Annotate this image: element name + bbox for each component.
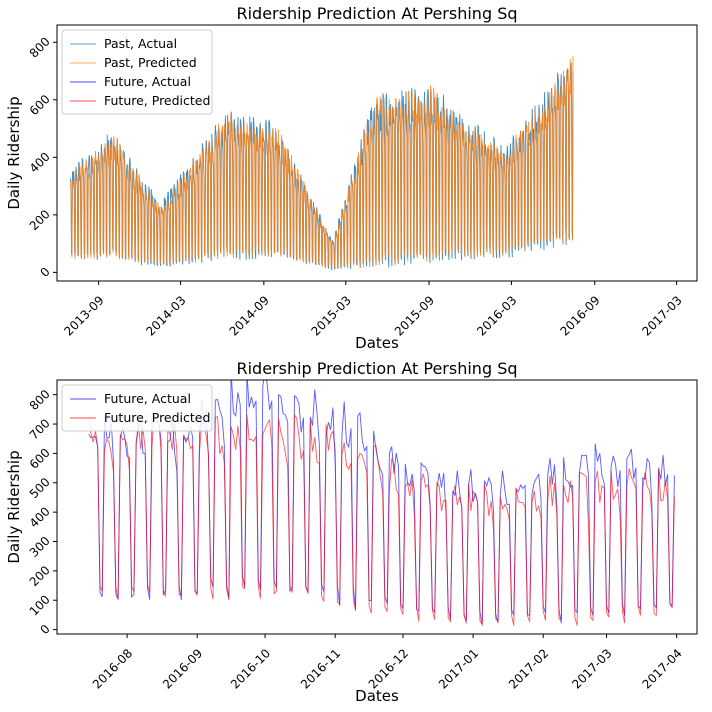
y-tick-label: 300 [27,534,53,560]
legend-entry: Past, Actual [104,36,177,51]
x-tick-label: 2017-03 [569,646,614,691]
x-tick-label: 2016-12 [366,646,411,691]
x-tick-label: 2013-09 [61,293,106,338]
y-tick-label: 100 [27,592,53,618]
plot-area [70,56,574,270]
x-axis-label: Dates [355,687,399,705]
y-tick-label: 700 [27,416,53,442]
chart-2: 0 100 200 300 400 500 600 700 800 2016-08 2016-09 2… [5,359,698,705]
legend-entry: Future, Actual [104,391,191,406]
y-tick-label: 800 [27,34,53,60]
x-tick-label: 2014-09 [227,293,272,338]
y-tick-label: 400 [27,150,53,176]
y-tick-label: 200 [27,207,53,233]
y-tick-label: 0 [37,265,52,280]
x-tick-label: 2017-04 [639,646,684,691]
x-tick-label: 2016-10 [228,646,273,691]
x-axis-label: Dates [355,334,399,352]
legend-box [61,384,213,432]
y-tick-label: 400 [27,504,53,530]
x-tick-label: 2016-08 [90,646,135,691]
x-tick-label: 2014-03 [143,293,188,338]
y-tick-label: 500 [27,475,53,501]
plot-area [88,380,675,627]
legend: Future, Actual Future, Predicted [61,384,213,432]
series-line-past-predicted [70,56,574,269]
x-tick-label: 2017-01 [436,646,481,691]
chart-1: 0 200 400 600 800 2013-09 2014-03 2014-09 2015-0… [5,4,698,352]
legend-entry: Future, Predicted [104,93,210,108]
y-axis-label: Daily Ridership [5,450,23,563]
legend: Past, Actual Past, Predicted Future, Actua… [61,29,213,115]
y-tick-label: 600 [27,446,53,472]
chart-title: Ridership Prediction At Pershing Sq [236,359,517,378]
x-tick-label: 2016-09 [557,293,602,338]
y-tick-label: 0 [37,622,52,637]
legend-entry: Past, Predicted [104,55,197,70]
x-tick-label: 2015-03 [309,293,354,338]
x-tick-label: 2016-11 [298,646,343,691]
x-tick-label: 2016-03 [474,293,519,338]
x-tick-label: 2016-09 [160,646,205,691]
x-tick-label: 2017-02 [506,646,551,691]
y-tick-label: 600 [27,92,53,118]
x-tick-label: 2015-09 [392,293,437,338]
x-tick-label: 2017-03 [639,293,684,338]
series-line-future-predicted [88,413,675,627]
legend-box [61,29,213,115]
axes-frame [56,379,698,635]
series-line-future-actual [88,380,675,625]
y-tick-label: 200 [27,563,53,589]
legend-entry: Future, Actual [104,74,191,89]
legend-entry: Future, Predicted [104,410,210,425]
y-axis-label: Daily Ridership [5,96,23,209]
y-tick-label: 800 [27,387,53,413]
chart-title: Ridership Prediction At Pershing Sq [236,4,517,23]
axes-frame [56,24,698,282]
